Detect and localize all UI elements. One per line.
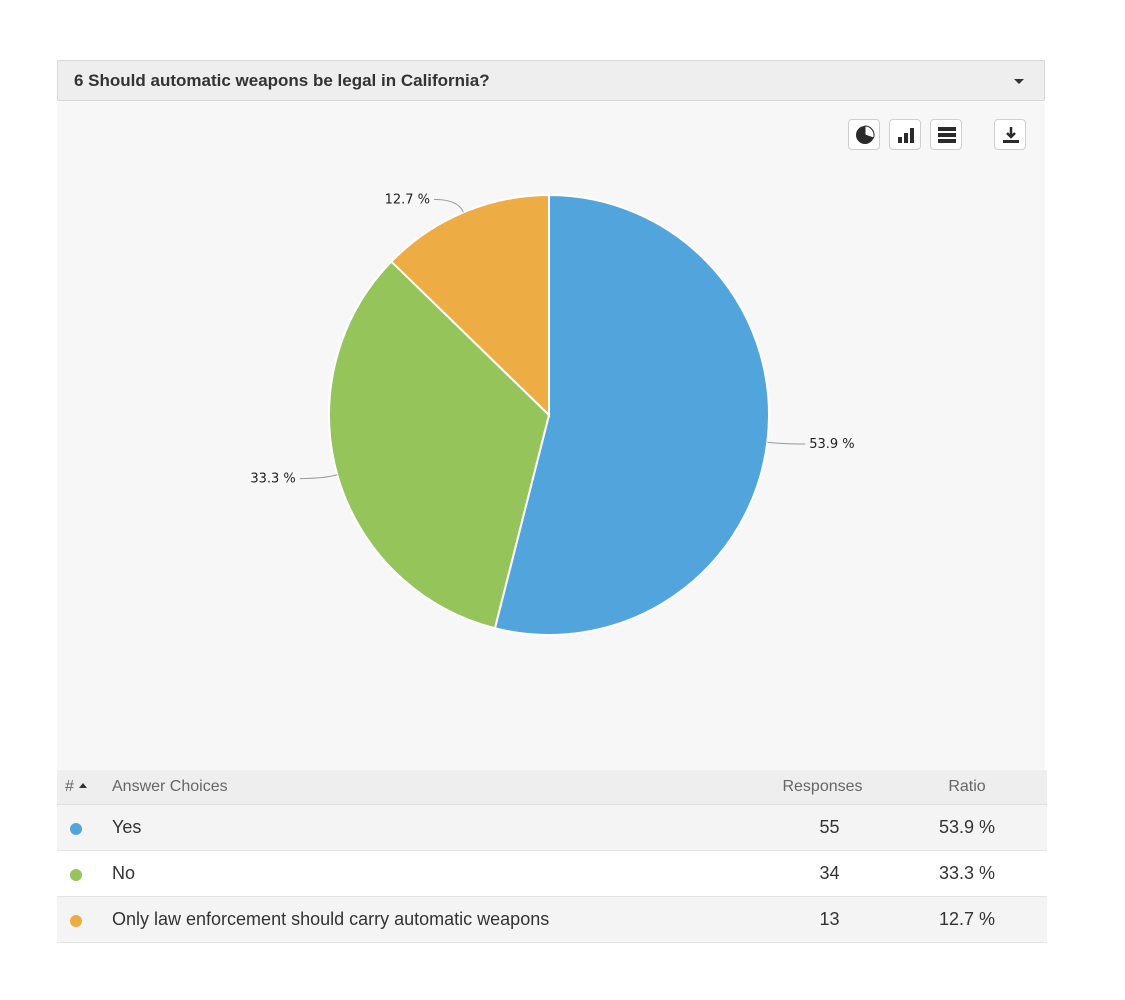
table-body: Yes 55 53.9 % No 34 33.3 % Only law enfo… [57, 805, 1047, 943]
table-row: No 34 33.3 % [57, 851, 1047, 897]
answer-choice: No [112, 863, 136, 883]
ratio-header: Ratio [948, 778, 986, 795]
response-ratio: 12.7 % [938, 909, 996, 929]
number-header-label: # [65, 778, 74, 795]
pie-slice-3[interactable] [389, 193, 550, 418]
color-dot-icon [70, 915, 82, 927]
question-header[interactable]: 6 Should automatic weapons be legal in C… [57, 60, 1045, 101]
response-ratio: 53.9 % [938, 817, 996, 837]
pie-slice-1[interactable] [493, 193, 770, 636]
caret-down-icon[interactable] [1014, 79, 1024, 84]
response-count: 55 [819, 817, 840, 837]
sort-up-icon [78, 783, 87, 788]
response-ratio: 33.3 % [938, 863, 996, 883]
pie-chart: 53.9 % 33.3 % 12.7 % [250, 192, 855, 636]
pie-chart-icon [856, 125, 875, 144]
label-connector [767, 441, 806, 445]
table-row: Only law enforcement should carry automa… [57, 897, 1047, 943]
question-title: 6 Should automatic weapons be legal in C… [74, 71, 490, 90]
sort-number-header[interactable]: # [65, 778, 87, 796]
download-icon [1003, 127, 1019, 143]
question-panel: 6 Should automatic weapons be legal in C… [57, 60, 1045, 770]
bar-chart-button[interactable] [889, 119, 921, 150]
responses-header: Responses [782, 778, 863, 795]
bar-chart-icon [898, 128, 914, 143]
choice-header: Answer Choices [112, 778, 228, 795]
slice-percent-label: 53.9 % [809, 437, 854, 452]
table-row: Yes 55 53.9 % [57, 805, 1047, 851]
responses-table: # Answer Choices Responses Ratio Yes 55 … [57, 770, 1047, 943]
slice-percent-label: 33.3 % [250, 472, 295, 487]
slice-percent-label: 12.7 % [385, 192, 430, 207]
response-count: 34 [819, 863, 840, 883]
response-count: 13 [819, 909, 840, 929]
answer-choice: Only law enforcement should carry automa… [112, 909, 550, 929]
download-button[interactable] [994, 119, 1026, 150]
label-connector [434, 198, 464, 213]
table-view-button[interactable] [930, 119, 962, 150]
label-connector [299, 474, 338, 480]
color-dot-icon [70, 823, 82, 835]
table-view-icon [938, 127, 956, 143]
pie-chart-button[interactable] [848, 119, 880, 150]
color-dot-icon [70, 869, 82, 881]
table-header: # Answer Choices Responses Ratio [57, 770, 1047, 805]
answer-choice: Yes [112, 817, 142, 837]
